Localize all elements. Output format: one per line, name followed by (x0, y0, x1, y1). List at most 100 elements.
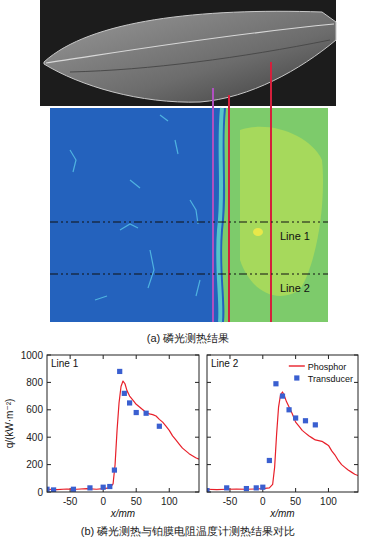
data-line (207, 392, 358, 490)
y-tick (195, 437, 199, 438)
data-point (303, 418, 308, 423)
profile-line (50, 273, 328, 274)
y-tick (207, 409, 211, 410)
plot-data (47, 369, 199, 492)
heatmap-streak (130, 180, 140, 188)
x-axis-title: x/mm (110, 508, 135, 519)
x-tick-label: -50 (63, 496, 78, 507)
heatmap-streak (95, 296, 107, 300)
chart-panel: -50050100Line 2x/mmPhosphorTransducer (204, 355, 358, 519)
chart-panel: -5005010002004006008001000Line 1x/mmq/(k… (4, 350, 199, 520)
figure: Line 1 Line 2 (a) 磷光测热结果 (b) 磷光测热与铂膜电阻温度计测热… (0, 0, 376, 543)
data-point (157, 424, 162, 429)
data-point (117, 369, 122, 374)
y-tick (354, 382, 358, 383)
model-edge (70, 40, 330, 72)
data-point (112, 467, 117, 472)
y-tick (207, 382, 211, 383)
data-point (313, 422, 318, 427)
x-tick (295, 355, 296, 359)
section-line (228, 95, 230, 322)
data-point (254, 485, 259, 490)
data-point (267, 458, 272, 463)
caption: (b) 磷光测热与铂膜电阻温度计测热结果对比 (81, 525, 296, 537)
heatmap-edge (218, 108, 222, 322)
caption: (a) 磷光测热结果 (147, 332, 230, 344)
heatmap-hot-region (240, 127, 323, 296)
heatmap-streak (196, 280, 200, 296)
legend-label: Phosphor (308, 362, 347, 372)
y-tick-label: 0 (37, 487, 43, 498)
profile-line (50, 221, 328, 222)
photo-background (40, 0, 336, 106)
data-point (87, 485, 92, 490)
plot-frame (47, 355, 199, 492)
x-tick-label: 100 (320, 496, 337, 507)
heatmap-streak (148, 250, 154, 288)
data-point (134, 410, 139, 415)
heatmap-streak (120, 224, 138, 230)
data-point (273, 381, 278, 386)
data-point (127, 400, 132, 405)
heatmap-streak (70, 150, 76, 172)
heatmap-background (50, 108, 328, 322)
data-line (47, 381, 199, 490)
heatmap-streak (175, 140, 178, 154)
data-point (101, 485, 106, 490)
heatmap-streak (190, 200, 198, 224)
x-tick-label: 50 (131, 496, 143, 507)
data-point (280, 394, 285, 399)
legend-label: Transducer (308, 374, 353, 384)
legend-symbol (294, 375, 299, 380)
chart-title: Line 1 (51, 358, 79, 369)
x-tick (262, 355, 263, 359)
profile-line-label: Line 2 (280, 282, 310, 294)
x-tick (328, 488, 329, 492)
data-point (224, 485, 229, 490)
data-point (107, 484, 112, 489)
y-tick (47, 382, 51, 383)
y-tick (195, 382, 199, 383)
y-tick (195, 409, 199, 410)
y-tick (354, 409, 358, 410)
y-tick (47, 437, 51, 438)
y-tick (207, 437, 211, 438)
y-tick-label: 200 (26, 459, 43, 470)
y-tick (354, 464, 358, 465)
x-tick (169, 488, 170, 492)
x-tick (328, 355, 329, 359)
x-tick (136, 488, 137, 492)
x-tick-label: 0 (260, 496, 266, 507)
profile-line-label: Line 1 (280, 230, 310, 242)
section-line (212, 88, 214, 322)
x-tick (136, 355, 137, 359)
data-point (293, 415, 298, 420)
x-tick-label: -50 (223, 496, 238, 507)
y-axis-title: q/(kW·m⁻²) (4, 399, 15, 449)
y-tick (207, 464, 211, 465)
plot-data (207, 381, 358, 492)
heatmap-streak (160, 115, 168, 121)
x-tick (169, 355, 170, 359)
y-tick-label: 600 (26, 404, 43, 415)
data-point (260, 485, 265, 490)
legend-symbol (289, 365, 305, 366)
data-point (244, 486, 249, 491)
x-axis-title: x/mm (269, 508, 294, 519)
model-edge (46, 24, 334, 63)
y-tick (47, 464, 51, 465)
data-point (286, 407, 291, 412)
plot-frame (207, 355, 358, 492)
chart-title: Line 2 (211, 358, 239, 369)
data-point (122, 391, 127, 396)
section-line (270, 62, 272, 322)
y-tick (47, 409, 51, 410)
y-tick-label: 800 (26, 377, 43, 388)
y-tick (354, 437, 358, 438)
data-point (51, 487, 56, 492)
data-point (144, 411, 149, 416)
y-tick-label: 400 (26, 432, 43, 443)
x-tick (295, 488, 296, 492)
y-tick (195, 464, 199, 465)
heatmap-hot-spot (253, 228, 263, 236)
